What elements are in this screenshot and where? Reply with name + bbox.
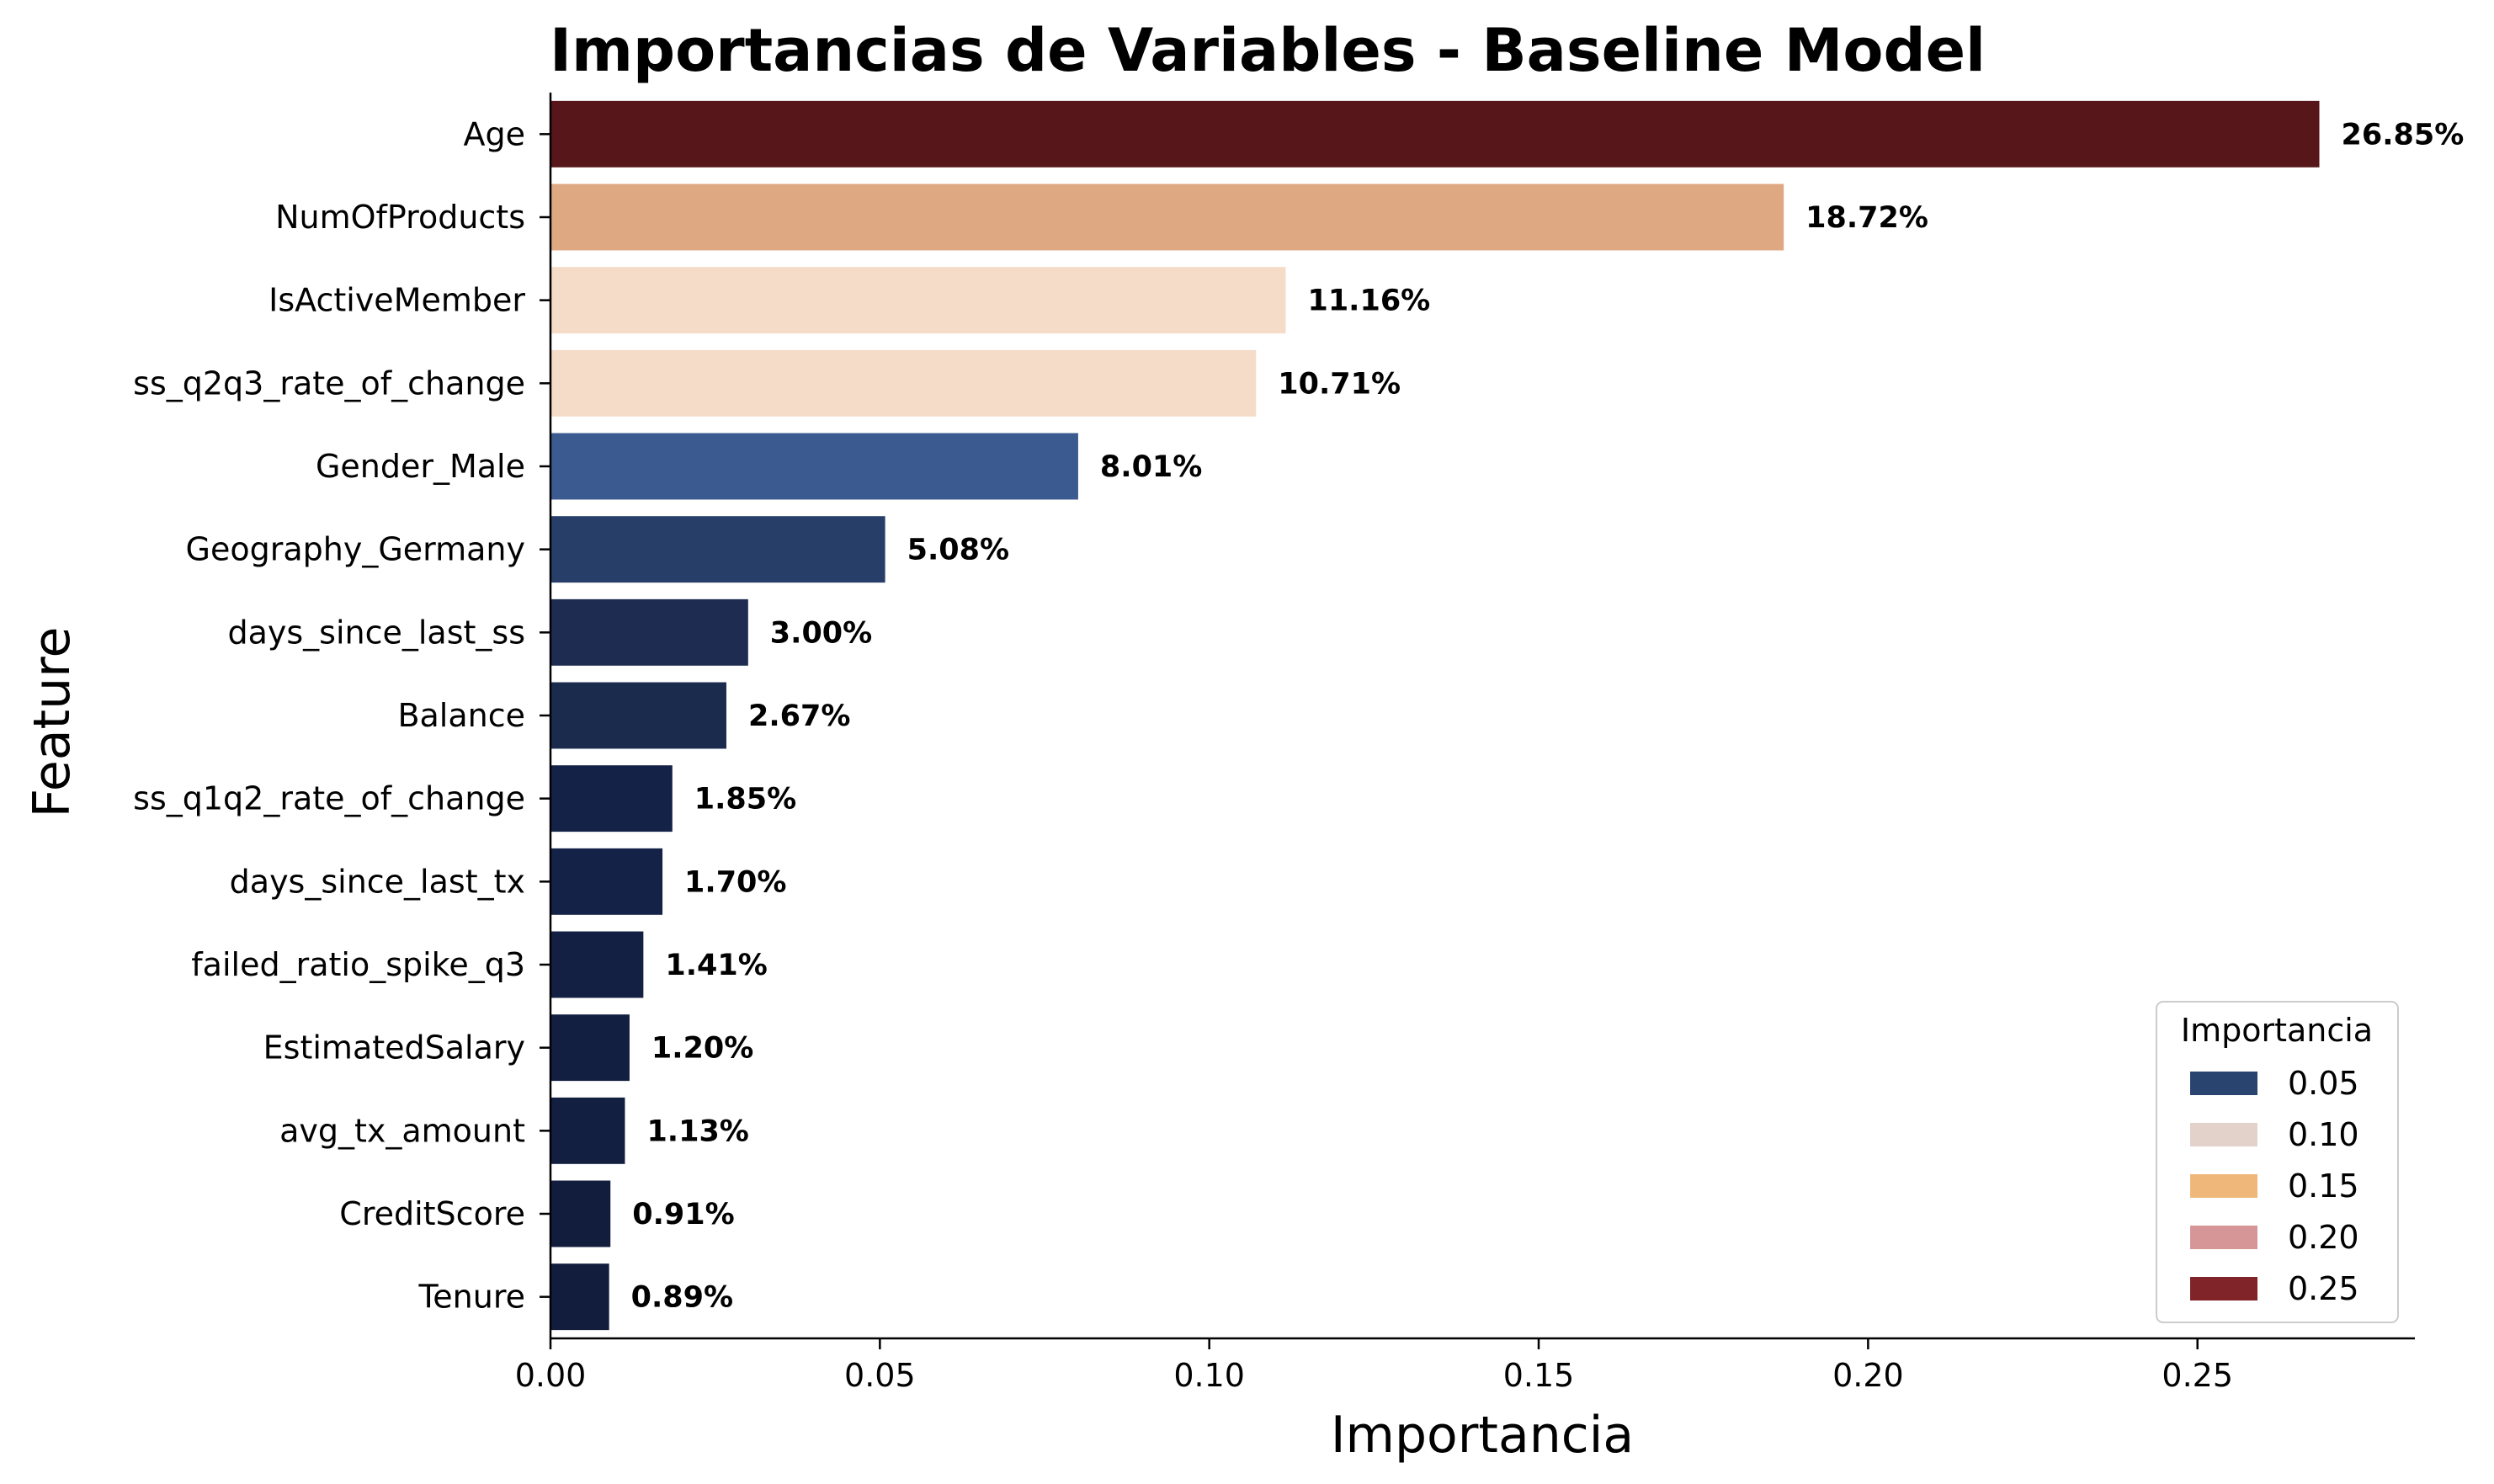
legend: Importancia 0.05 0.10 0.15 0.20 0.25 [2156, 1001, 2399, 1323]
bar-days_since_last_ss [550, 598, 748, 666]
y-tick-label-Gender_Male: Gender_Male [316, 448, 525, 485]
value-label-NumOfProducts: 18.72% [1805, 201, 1928, 235]
y-tick-label-NumOfProducts: NumOfProducts [275, 199, 525, 236]
legend-label-0.25: 0.25 [2288, 1270, 2359, 1307]
value-label-Balance: 2.67% [748, 699, 850, 733]
bar-days_since_last_tx [550, 848, 663, 915]
value-label-days_since_last_ss: 3.00% [770, 616, 872, 650]
y-tick-label-days_since_last_tx: days_since_last_tx [230, 863, 525, 900]
bar-Balance [550, 682, 726, 749]
value-label-Geography_Germany: 5.08% [907, 534, 1009, 567]
bar-Geography_Germany [550, 516, 885, 583]
legend-swatch-0.10 [2190, 1123, 2257, 1146]
bar-avg_tx_amount [550, 1097, 625, 1164]
legend-swatch-0.25 [2190, 1277, 2257, 1300]
y-tick-label-Age: Age [464, 115, 526, 152]
legend-label-0.20: 0.20 [2288, 1219, 2359, 1256]
value-label-days_since_last_tx: 1.70% [684, 865, 786, 899]
bars-group [550, 100, 2320, 1331]
y-tick-label-ss_q2q3_rate_of_change: ss_q2q3_rate_of_change [133, 364, 525, 402]
y-axis-title: Feature [23, 627, 82, 818]
chart-title: Importancias de Variables - Baseline Mod… [550, 16, 1986, 85]
value-label-EstimatedSalary: 1.20% [651, 1032, 753, 1066]
value-label-failed_ratio_spike_q3: 1.41% [665, 949, 767, 982]
value-label-ss_q1q2_rate_of_change: 1.85% [694, 783, 796, 816]
x-tick-label-0.20: 0.20 [1832, 1357, 1904, 1394]
legend-label-0.15: 0.15 [2288, 1168, 2359, 1205]
legend-label-0.05: 0.05 [2288, 1065, 2359, 1102]
y-tick-label-avg_tx_amount: avg_tx_amount [279, 1112, 525, 1149]
legend-swatch-0.15 [2190, 1174, 2257, 1198]
value-label-Tenure: 0.89% [631, 1281, 733, 1315]
value-label-IsActiveMember: 11.16% [1307, 285, 1430, 318]
y-tick-label-Balance: Balance [397, 697, 525, 734]
legend-label-0.10: 0.10 [2288, 1116, 2359, 1153]
legend-swatch-0.20 [2190, 1226, 2257, 1249]
value-label-Age: 26.85% [2342, 118, 2465, 152]
value-labels-group: 26.85% 18.72% 11.16% 10.71% 8.01% 5.08% 3.00% 2… [631, 118, 2465, 1314]
bar-CreditScore [550, 1180, 611, 1247]
y-tick-label-Geography_Germany: Geography_Germany [186, 531, 525, 568]
bar-ss_q1q2_rate_of_change [550, 765, 673, 832]
y-axis-ticks: Age NumOfProducts IsActiveMember ss_q2q3_ra… [133, 115, 550, 1316]
legend-title: Importancia [2181, 1012, 2373, 1049]
x-tick-label-0.25: 0.25 [2162, 1357, 2233, 1394]
x-tick-label-0.05: 0.05 [844, 1357, 916, 1394]
x-tick-label-0.15: 0.15 [1503, 1357, 1575, 1394]
bar-EstimatedSalary [550, 1014, 630, 1082]
y-tick-label-Tenure: Tenure [418, 1279, 525, 1316]
bar-Gender_Male [550, 433, 1078, 500]
x-tick-label-0.10: 0.10 [1173, 1357, 1245, 1394]
value-label-avg_tx_amount: 1.13% [646, 1114, 748, 1148]
bar-ss_q2q3_rate_of_change [550, 349, 1257, 417]
bar-NumOfProducts [550, 184, 1784, 251]
y-tick-label-CreditScore: CreditScore [339, 1195, 525, 1232]
y-tick-label-ss_q1q2_rate_of_change: ss_q1q2_rate_of_change [133, 780, 525, 817]
legend-swatch-0.05 [2190, 1072, 2257, 1095]
value-label-CreditScore: 0.91% [632, 1198, 734, 1231]
value-label-Gender_Male: 8.01% [1100, 450, 1202, 484]
value-label-ss_q2q3_rate_of_change: 10.71% [1278, 367, 1401, 401]
x-axis-title: Importancia [1331, 1406, 1634, 1465]
y-tick-label-failed_ratio_spike_q3: failed_ratio_spike_q3 [191, 946, 525, 983]
y-tick-label-EstimatedSalary: EstimatedSalary [263, 1029, 525, 1066]
bar-Age [550, 100, 2320, 168]
bar-failed_ratio_spike_q3 [550, 931, 644, 998]
y-tick-label-IsActiveMember: IsActiveMember [269, 282, 525, 319]
x-tick-label-0.00: 0.00 [515, 1357, 587, 1394]
x-axis-ticks: 0.00 0.05 0.10 0.15 0.20 0.25 [515, 1338, 2233, 1394]
bar-Tenure [550, 1263, 609, 1331]
y-tick-label-days_since_last_ss: days_since_last_ss [227, 614, 525, 651]
legend-entries: 0.05 0.10 0.15 0.20 0.25 [2190, 1065, 2359, 1307]
bar-IsActiveMember [550, 267, 1286, 334]
legend-frame [2156, 1001, 2399, 1323]
